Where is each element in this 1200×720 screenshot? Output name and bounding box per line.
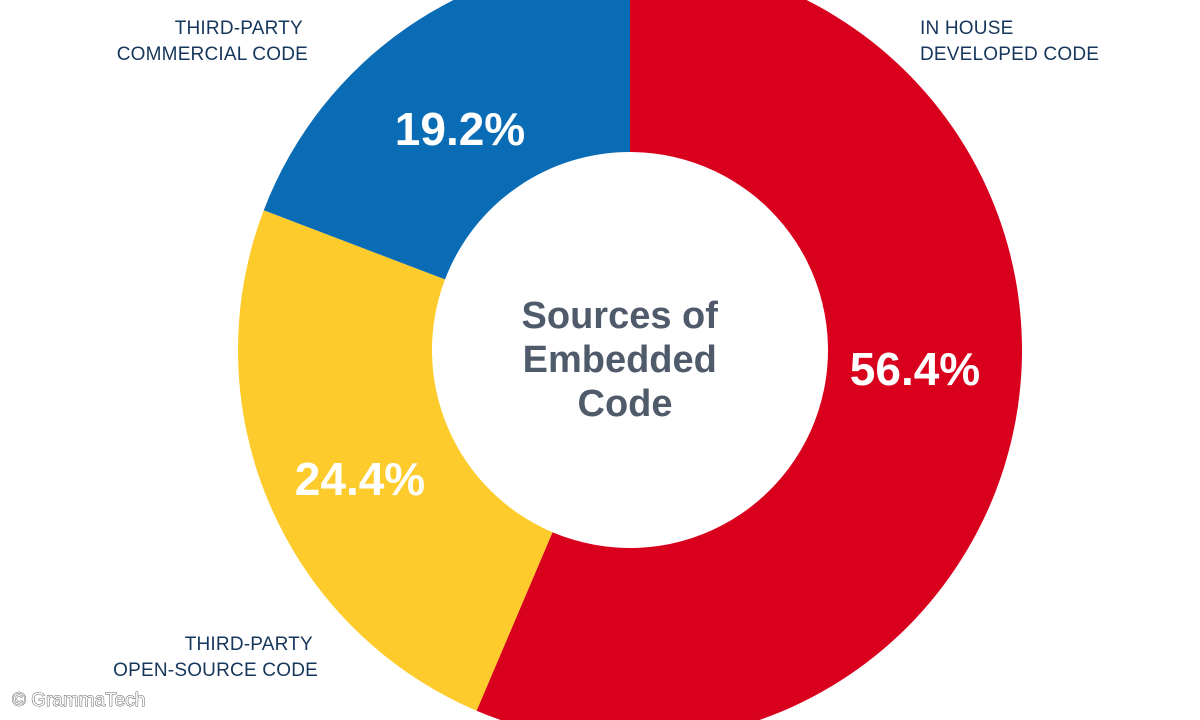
chart-title-line-3: Code (578, 383, 673, 425)
slice-label-commercial: THIRD-PARTY COMMERCIAL CODE (117, 18, 308, 65)
slice-label-in-house-line-1: IN HOUSE (920, 18, 1013, 39)
chart-title: Sources of Embedded Code (522, 295, 729, 425)
slice-label-open-source-line-1: THIRD-PARTY (185, 634, 313, 655)
slice-label-open-source-line-2: OPEN-SOURCE CODE (113, 660, 318, 681)
chart-title-line-1: Sources of (522, 295, 719, 337)
slice-label-open-source: THIRD-PARTY OPEN-SOURCE CODE (113, 634, 318, 681)
slice-open-source (237, 210, 553, 711)
slice-value-commercial: 19.2% (395, 103, 525, 155)
slice-label-in-house: IN HOUSE DEVELOPED CODE (920, 18, 1099, 65)
chart-title-line-2: Embedded (523, 339, 717, 381)
copyright-credit: © GrammaTech (12, 690, 145, 711)
slice-value-in-house: 56.4% (850, 343, 980, 395)
slice-commercial (263, 0, 630, 280)
slice-in-house (476, 0, 1022, 720)
donut-slices (237, 0, 1022, 720)
slice-label-in-house-line-2: DEVELOPED CODE (920, 44, 1099, 65)
slice-label-commercial-line-2: COMMERCIAL CODE (117, 44, 308, 65)
slice-value-open-source: 24.4% (295, 453, 425, 505)
slice-label-commercial-line-1: THIRD-PARTY (175, 18, 303, 39)
